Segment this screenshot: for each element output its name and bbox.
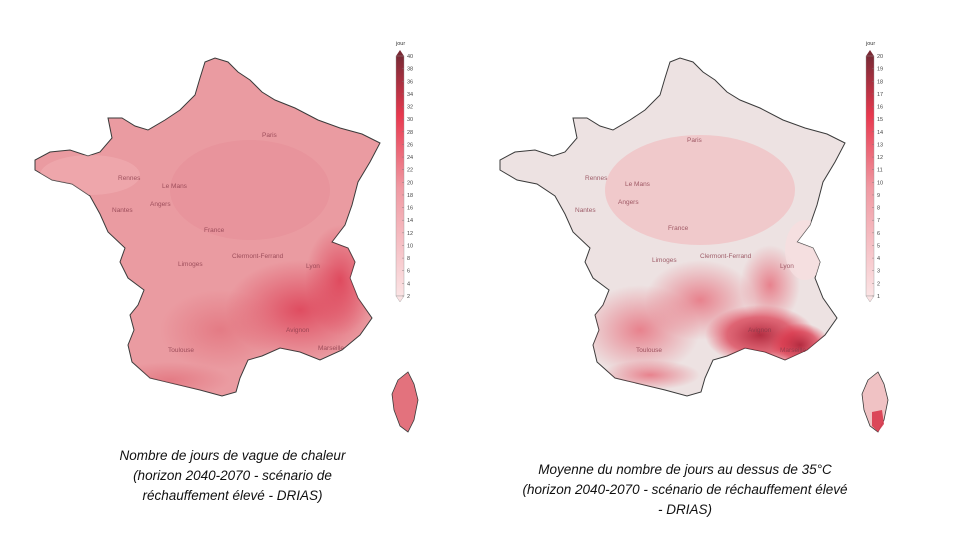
legend-tick-label: 6 [877,231,880,237]
city-label: Limoges [178,261,203,268]
legend-tick-label: 1 [877,294,880,300]
legend-tick-label: 20 [407,180,413,186]
city-label: Marseille [780,347,806,354]
city-label: Clermont-Ferrand [232,253,284,260]
legend-tick-label: 20 [877,54,883,60]
city-label: Avignon [286,327,310,334]
corsica-shape [391,371,419,433]
map-caption: Moyenne du nombre de jours au dessus de … [522,462,848,517]
city-label: Lyon [780,263,794,270]
legend-tick-label: 8 [877,206,880,212]
city-label: Nantes [575,207,596,214]
color-scale-legend: jour 24681012141618202224262830323436384… [395,41,413,303]
legend-tick-label: 40 [407,54,413,60]
legend-tick-label: 2 [407,294,410,300]
city-label: Toulouse [636,347,662,354]
city-label: Lyon [306,263,320,270]
city-label: Avignon [748,327,772,334]
legend-tick-label: 12 [877,155,883,161]
legend-tick-label: 6 [407,269,410,275]
legend-tick-label: 17 [877,92,883,98]
city-label: Paris [262,132,278,139]
legend-tick-label: 13 [877,142,883,148]
legend-tick-label: 26 [407,142,413,148]
legend-tick-label: 14 [877,130,883,136]
city-label: Rennes [585,175,608,182]
heat-intensity-overlay [580,135,830,390]
legend-tick-label: 15 [877,117,883,123]
legend-tick-label: 9 [877,193,880,199]
city-label: France [204,227,225,234]
legend-tick-label: 16 [407,206,413,212]
legend-tick-label: 12 [407,231,413,237]
city-labels: Paris Rennes Le Mans Angers Nantes Franc… [112,132,344,354]
city-labels: Paris Rennes Le Mans Angers Nantes Franc… [575,137,806,354]
legend-tick-label: 10 [877,180,883,186]
city-label: Le Mans [625,181,651,188]
legend-tick-label: 18 [877,79,883,85]
legend-tick-label: 18 [407,193,413,199]
legend-tick-label: 24 [407,155,413,161]
legend-tick-label: 3 [877,269,880,275]
days-above-35c-map: Paris Rennes Le Mans Angers Nantes Franc… [499,41,889,433]
city-label: Limoges [652,257,677,264]
legend-unit: jour [865,41,875,47]
city-label: Le Mans [162,183,188,190]
city-label: Marseille [318,345,344,352]
legend-tick-label: 19 [877,67,883,73]
days-above-35c-map-panel: Paris Rennes Le Mans Angers Nantes Franc… [480,0,960,540]
city-label: Rennes [118,175,141,182]
legend-tick-label: 28 [407,130,413,136]
legend-tick-label: 7 [877,218,880,224]
city-label: Nantes [112,207,133,214]
city-label: France [668,225,689,232]
legend-tick-label: 14 [407,218,413,224]
legend-unit: jour [395,41,405,47]
city-label: Paris [687,137,703,144]
legend-tick-label: 38 [407,67,413,73]
map-caption: Nombre de jours de vague de chaleur (hor… [119,448,346,503]
city-label: Clermont-Ferrand [700,253,752,260]
legend-tick-label: 5 [877,243,880,249]
legend-tick-label: 22 [407,168,413,174]
city-label: Toulouse [168,347,194,354]
heatwave-days-map: Paris Rennes Le Mans Angers Nantes Franc… [34,41,419,433]
legend-tick-label: 10 [407,243,413,249]
legend-tick-label: 2 [877,281,880,287]
legend-tick-label: 11 [877,168,883,174]
legend-tick-label: 36 [407,79,413,85]
legend-tick-label: 34 [407,92,413,98]
city-label: Angers [618,199,639,206]
legend-tick-label: 32 [407,105,413,111]
legend-tick-label: 4 [407,281,410,287]
legend-tick-label: 4 [877,256,880,262]
heatwave-days-map-panel: Paris Rennes Le Mans Angers Nantes Franc… [34,41,419,503]
legend-tick-label: 30 [407,117,413,123]
legend-tick-label: 16 [877,105,883,111]
legend-tick-label: 8 [407,256,410,262]
city-label: Angers [150,201,171,208]
